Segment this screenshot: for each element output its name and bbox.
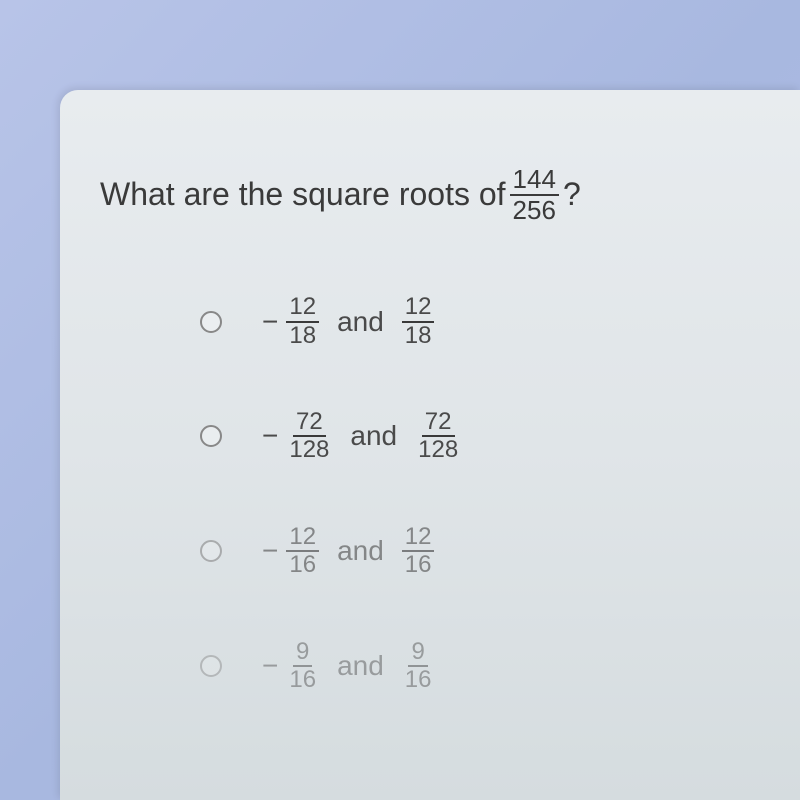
fraction-numerator: 9	[293, 639, 312, 667]
fraction-numerator: 12	[286, 524, 319, 552]
question-fraction: 144 256	[510, 165, 559, 224]
minus-sign: −	[262, 306, 278, 338]
question-suffix: ?	[563, 176, 581, 213]
fraction-numerator: 9	[408, 639, 427, 667]
fraction-numerator: 144	[510, 165, 559, 196]
fraction-numerator: 72	[422, 409, 455, 437]
fraction-denominator: 128	[415, 437, 461, 463]
option-text: − 12 18 and 12 18	[262, 294, 438, 349]
fraction-denominator: 18	[402, 323, 435, 349]
option-1[interactable]: − 12 18 and 12 18	[200, 294, 760, 349]
and-text: and	[337, 535, 384, 567]
negative-fraction: 72 128	[286, 409, 332, 464]
positive-fraction: 12 16	[402, 524, 435, 579]
option-text: − 72 128 and 72 128	[262, 409, 465, 464]
fraction-denominator: 16	[286, 552, 319, 578]
fraction-numerator: 12	[402, 524, 435, 552]
positive-fraction: 12 18	[402, 294, 435, 349]
radio-button[interactable]	[200, 425, 222, 447]
positive-fraction: 9 16	[402, 639, 435, 694]
and-text: and	[337, 306, 384, 338]
question-prefix: What are the square roots of	[100, 176, 506, 213]
fraction-numerator: 12	[286, 294, 319, 322]
minus-sign: −	[262, 535, 278, 567]
negative-fraction: 9 16	[286, 639, 319, 694]
fraction-denominator: 18	[286, 323, 319, 349]
question-panel: What are the square roots of 144 256 ? −…	[60, 90, 800, 800]
option-3[interactable]: − 12 16 and 12 16	[200, 524, 760, 579]
fraction-denominator: 16	[402, 552, 435, 578]
option-text: − 12 16 and 12 16	[262, 524, 438, 579]
negative-fraction: 12 18	[286, 294, 319, 349]
question-text: What are the square roots of 144 256 ?	[100, 165, 760, 224]
fraction-numerator: 72	[293, 409, 326, 437]
negative-fraction: 12 16	[286, 524, 319, 579]
fraction-denominator: 16	[402, 667, 435, 693]
radio-button[interactable]	[200, 655, 222, 677]
and-text: and	[350, 420, 397, 452]
option-text: − 9 16 and 9 16	[262, 639, 438, 694]
radio-button[interactable]	[200, 311, 222, 333]
and-text: and	[337, 650, 384, 682]
fraction-denominator: 16	[286, 667, 319, 693]
option-4[interactable]: − 9 16 and 9 16	[200, 639, 760, 694]
minus-sign: −	[262, 420, 278, 452]
options-list: − 12 18 and 12 18 − 72 128 and	[200, 294, 760, 693]
fraction-denominator: 256	[510, 196, 559, 225]
fraction-numerator: 12	[402, 294, 435, 322]
positive-fraction: 72 128	[415, 409, 461, 464]
radio-button[interactable]	[200, 540, 222, 562]
option-2[interactable]: − 72 128 and 72 128	[200, 409, 760, 464]
minus-sign: −	[262, 650, 278, 682]
fraction-denominator: 128	[286, 437, 332, 463]
